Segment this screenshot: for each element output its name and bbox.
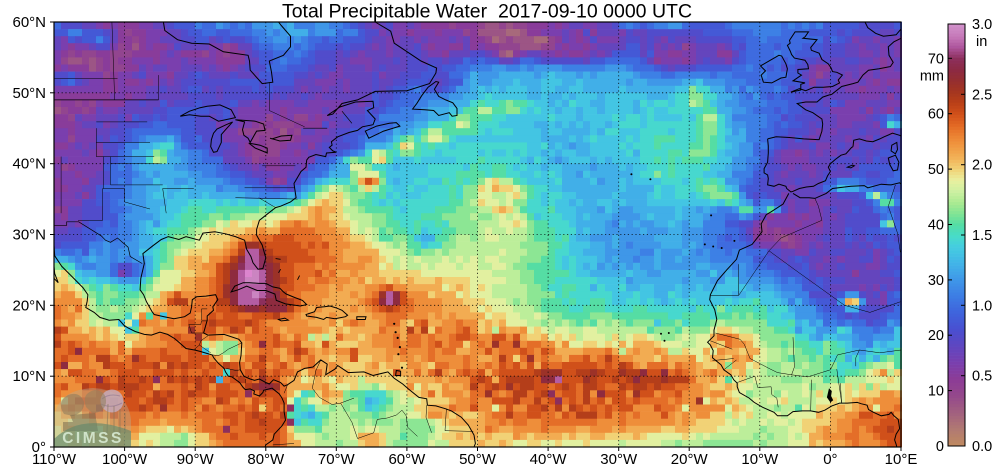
svg-text:70: 70 [928,51,944,67]
svg-text:Total Precipitable Water 2017: Total Precipitable Water 2017-09-10 0000… [282,1,692,23]
svg-text:20: 20 [928,328,944,344]
svg-text:2.5: 2.5 [972,87,992,103]
svg-text:2.0: 2.0 [972,158,992,174]
svg-text:10°W: 10°W [741,451,779,468]
svg-text:0°: 0° [32,439,46,456]
svg-text:60: 60 [928,107,944,123]
svg-text:60°W: 60°W [388,451,426,468]
svg-text:100°W: 100°W [102,451,148,468]
svg-text:50°W: 50°W [459,451,497,468]
svg-text:60°N: 60°N [12,14,46,31]
svg-text:40°N: 40°N [12,156,46,173]
svg-text:20°W: 20°W [671,451,709,468]
svg-text:1.5: 1.5 [972,228,992,244]
svg-text:90°W: 90°W [177,451,215,468]
svg-text:70°W: 70°W [318,451,356,468]
svg-text:in: in [976,34,987,50]
svg-text:20°N: 20°N [12,297,46,314]
svg-text:mm: mm [920,68,944,84]
svg-text:110°W: 110°W [32,451,77,468]
svg-text:30°N: 30°N [12,227,46,244]
svg-text:0.0: 0.0 [972,439,992,455]
svg-text:0: 0 [936,439,944,455]
svg-text:10: 10 [928,384,944,400]
svg-text:0°: 0° [823,451,837,468]
svg-text:50: 50 [928,162,944,178]
svg-text:30: 30 [928,273,944,289]
svg-text:10°N: 10°N [12,368,46,385]
svg-text:1.0: 1.0 [972,298,992,314]
svg-text:0.5: 0.5 [972,369,992,385]
svg-text:CIMSS: CIMSS [62,430,124,447]
svg-text:50°N: 50°N [12,85,46,102]
svg-text:3.0: 3.0 [972,17,992,33]
svg-text:30°W: 30°W [600,451,638,468]
svg-text:80°W: 80°W [247,451,285,468]
svg-text:40: 40 [928,218,944,234]
svg-text:40°W: 40°W [530,451,568,468]
svg-text:10°E: 10°E [885,451,918,468]
